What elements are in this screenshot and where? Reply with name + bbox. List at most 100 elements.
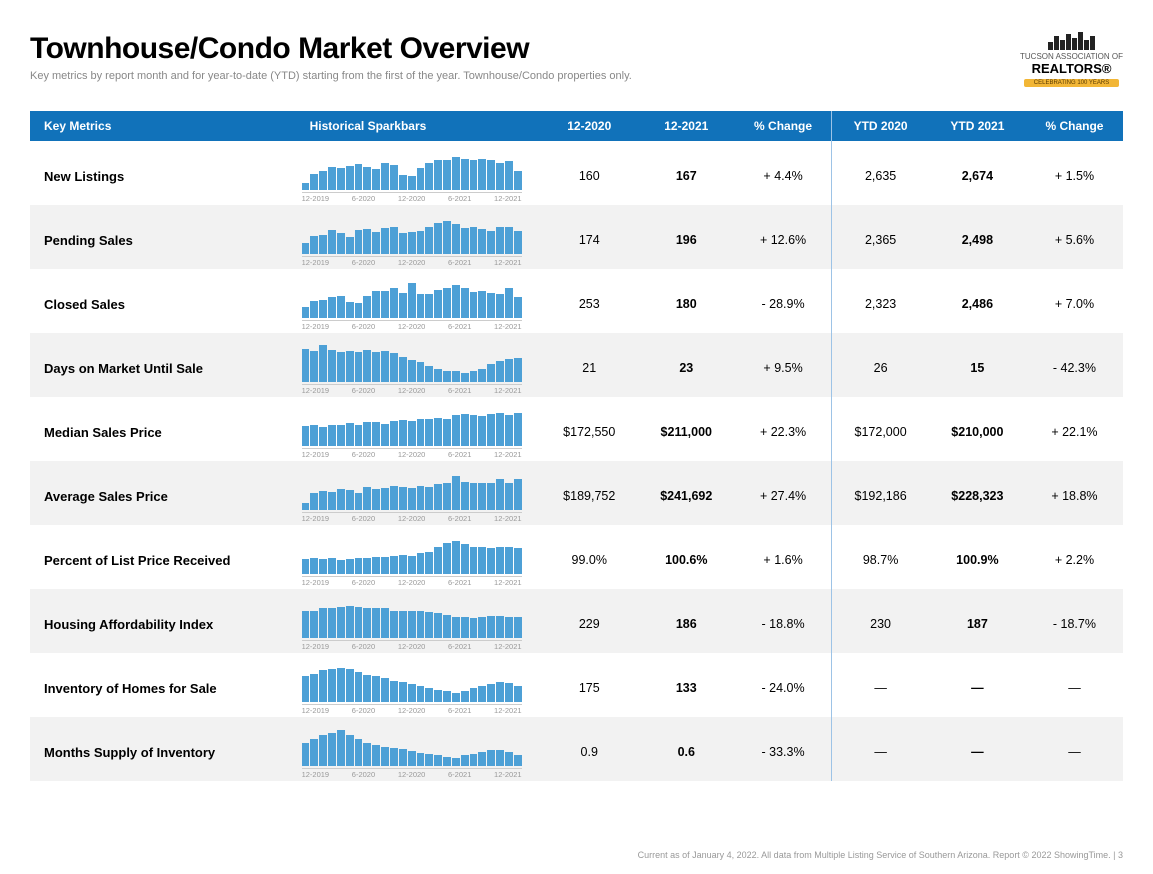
table-row: Closed Sales 12-20196-202012-20206-202112… (30, 269, 1123, 333)
val-ytd1: $172,000 (832, 397, 929, 461)
val-ytd2: 2,498 (929, 205, 1026, 269)
val-ytd-pct: + 22.1% (1026, 397, 1123, 461)
metric-name: Pending Sales (30, 205, 296, 269)
th-m1: 12-2020 (541, 111, 638, 141)
val-m2: 133 (638, 653, 735, 717)
val-ytd2: — (929, 653, 1026, 717)
val-pct: - 33.3% (735, 717, 832, 781)
val-m1: $172,550 (541, 397, 638, 461)
sparkbars-chart (302, 280, 522, 318)
val-pct: + 1.6% (735, 525, 832, 589)
val-ytd-pct: + 5.6% (1026, 205, 1123, 269)
val-m1: 253 (541, 269, 638, 333)
val-ytd2: 100.9% (929, 525, 1026, 589)
val-ytd1: 26 (832, 333, 929, 397)
val-ytd2: $210,000 (929, 397, 1026, 461)
metric-name: Percent of List Price Received (30, 525, 296, 589)
val-m1: 21 (541, 333, 638, 397)
sparkbars-chart (302, 664, 522, 702)
sparkbar-cell: 12-20196-202012-20206-202112-2021 (296, 205, 541, 269)
th-ytd-pct: % Change (1026, 111, 1123, 141)
spark-axis: 12-20196-202012-20206-202112-2021 (302, 768, 522, 779)
th-sparkbars: Historical Sparkbars (296, 111, 541, 141)
sparkbars-chart (302, 408, 522, 446)
val-pct: + 4.4% (735, 141, 832, 205)
spark-axis: 12-20196-202012-20206-202112-2021 (302, 256, 522, 267)
val-pct: - 18.8% (735, 589, 832, 653)
sparkbar-cell: 12-20196-202012-20206-202112-2021 (296, 397, 541, 461)
metrics-table: Key Metrics Historical Sparkbars 12-2020… (30, 111, 1123, 781)
th-m2: 12-2021 (638, 111, 735, 141)
table-row: Percent of List Price Received12-20196-2… (30, 525, 1123, 589)
table-row: Average Sales Price12-20196-202012-20206… (30, 461, 1123, 525)
logo-buildings-icon (1020, 32, 1123, 50)
val-ytd1: 230 (832, 589, 929, 653)
sparkbar-cell: 12-20196-202012-20206-202112-2021 (296, 141, 541, 205)
sparkbars-chart (302, 152, 522, 190)
metric-name: Inventory of Homes for Sale (30, 653, 296, 717)
spark-axis: 12-20196-202012-20206-202112-2021 (302, 320, 522, 331)
table-row: Inventory of Homes for Sale 12-20196-2020… (30, 653, 1123, 717)
sparkbar-cell: 12-20196-202012-20206-202112-2021 (296, 717, 541, 781)
val-ytd-pct: — (1026, 717, 1123, 781)
title-block: Townhouse/Condo Market Overview Key metr… (30, 32, 632, 82)
spark-axis: 12-20196-202012-20206-202112-2021 (302, 704, 522, 715)
sparkbars-chart (302, 600, 522, 638)
sparkbar-cell: 12-20196-202012-20206-202112-2021 (296, 653, 541, 717)
val-ytd1: 2,635 (832, 141, 929, 205)
metric-name: Median Sales Price (30, 397, 296, 461)
val-m2: 100.6% (638, 525, 735, 589)
sparkbar-cell: 12-20196-202012-20206-202112-2021 (296, 333, 541, 397)
th-pct: % Change (735, 111, 832, 141)
page-footer: Current as of January 4, 2022. All data … (638, 850, 1123, 860)
val-ytd1: — (832, 653, 929, 717)
val-m2: 196 (638, 205, 735, 269)
table-row: Pending Sales 12-20196-202012-20206-20211… (30, 205, 1123, 269)
sparkbars-chart (302, 472, 522, 510)
val-m2: 186 (638, 589, 735, 653)
val-ytd1: 98.7% (832, 525, 929, 589)
spark-axis: 12-20196-202012-20206-202112-2021 (302, 384, 522, 395)
metric-name: Days on Market Until Sale (30, 333, 296, 397)
table-row: Median Sales Price 12-20196-202012-20206-… (30, 397, 1123, 461)
val-ytd-pct: + 2.2% (1026, 525, 1123, 589)
th-ytd2: YTD 2021 (929, 111, 1026, 141)
logo-top-text: TUCSON ASSOCIATION OF (1020, 52, 1123, 61)
val-ytd2: 2,674 (929, 141, 1026, 205)
sparkbar-cell: 12-20196-202012-20206-202112-2021 (296, 461, 541, 525)
sparkbar-cell: 12-20196-202012-20206-202112-2021 (296, 269, 541, 333)
th-key-metrics: Key Metrics (30, 111, 296, 141)
sparkbars-chart (302, 728, 522, 766)
val-ytd-pct: + 18.8% (1026, 461, 1123, 525)
sparkbars-chart (302, 216, 522, 254)
val-m2: 167 (638, 141, 735, 205)
spark-axis: 12-20196-202012-20206-202112-2021 (302, 192, 522, 203)
metric-name: New Listings (30, 141, 296, 205)
val-m1: 229 (541, 589, 638, 653)
val-ytd1: 2,365 (832, 205, 929, 269)
val-ytd2: 2,486 (929, 269, 1026, 333)
val-m1: 99.0% (541, 525, 638, 589)
metric-name: Closed Sales (30, 269, 296, 333)
val-pct: + 9.5% (735, 333, 832, 397)
val-m2: 23 (638, 333, 735, 397)
val-m2: $211,000 (638, 397, 735, 461)
table-row: Days on Market Until Sale 12-20196-202012… (30, 333, 1123, 397)
logo-ribbon: CELEBRATING 100 YEARS (1024, 79, 1119, 87)
metric-name: Months Supply of Inventory (30, 717, 296, 781)
table-row: New Listings 12-20196-202012-20206-202112… (30, 141, 1123, 205)
val-ytd2: — (929, 717, 1026, 781)
sparkbar-cell: 12-20196-202012-20206-202112-2021 (296, 589, 541, 653)
page-title: Townhouse/Condo Market Overview (30, 32, 632, 66)
val-m1: 160 (541, 141, 638, 205)
val-ytd-pct: — (1026, 653, 1123, 717)
realtors-logo: TUCSON ASSOCIATION OF REALTORS® CELEBRAT… (1020, 32, 1123, 87)
table-row: Months Supply of Inventory 12-20196-20201… (30, 717, 1123, 781)
val-pct: + 22.3% (735, 397, 832, 461)
table-body: New Listings 12-20196-202012-20206-202112… (30, 141, 1123, 781)
spark-axis: 12-20196-202012-20206-202112-2021 (302, 448, 522, 459)
val-ytd-pct: - 18.7% (1026, 589, 1123, 653)
th-ytd1: YTD 2020 (832, 111, 929, 141)
val-m1: 174 (541, 205, 638, 269)
page-header: Townhouse/Condo Market Overview Key metr… (30, 32, 1123, 87)
